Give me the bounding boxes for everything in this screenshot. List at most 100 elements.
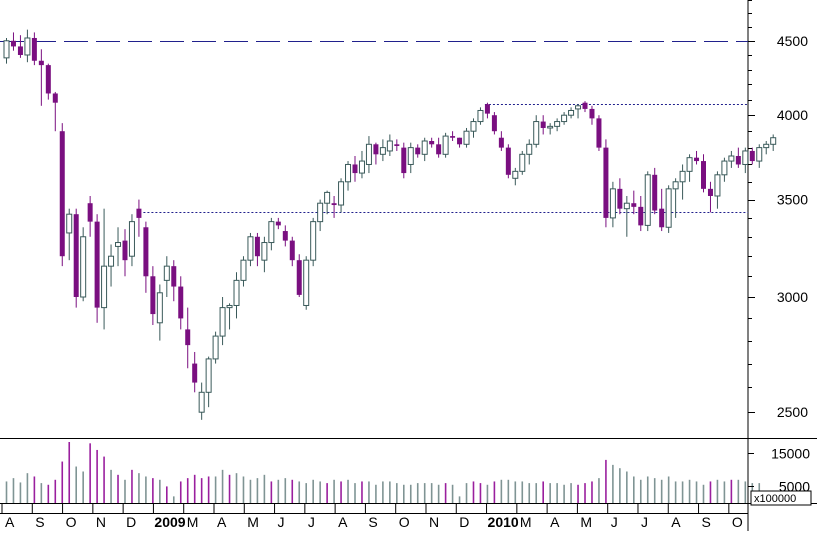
candle-body-down: [87, 203, 93, 222]
candle-body-down: [491, 115, 497, 132]
month-label: J: [308, 514, 315, 530]
candle-body-up: [442, 135, 449, 155]
candle: [770, 134, 777, 151]
candle-body-down: [596, 118, 602, 148]
candle-body-up: [240, 259, 247, 281]
candle-body-up: [554, 121, 561, 127]
candle-body-up: [345, 163, 352, 183]
candle: [617, 178, 623, 215]
candle-body-up: [665, 188, 672, 228]
candle-body-down: [540, 121, 546, 128]
month-label: O: [66, 514, 77, 530]
candle: [540, 115, 546, 135]
candle-body-down: [296, 260, 302, 295]
candle: [401, 142, 407, 179]
candle: [505, 144, 511, 179]
candle-body-up: [386, 140, 393, 152]
candle: [519, 150, 526, 175]
candle: [80, 227, 87, 302]
candle: [609, 181, 616, 228]
candle: [275, 217, 281, 230]
candle: [429, 137, 435, 148]
candle-body-up: [324, 191, 331, 204]
candle: [568, 107, 575, 119]
candle-body-up: [756, 147, 763, 162]
candle: [714, 171, 721, 209]
candle: [233, 272, 240, 319]
candle: [358, 150, 365, 179]
candle: [701, 154, 706, 193]
candle: [554, 118, 561, 132]
candle: [87, 195, 93, 237]
candle-body-up: [226, 304, 233, 309]
candle: [163, 256, 170, 297]
candle-body-up: [679, 170, 686, 183]
price-axis: 4500 4000 3500 3000 2500: [748, 0, 808, 439]
candle: [477, 107, 484, 125]
candle-body-down: [498, 137, 504, 148]
candle-body-down: [735, 155, 741, 165]
candle-body-up: [3, 40, 10, 59]
candle: [338, 178, 345, 213]
candle: [379, 139, 386, 162]
candle-body-up: [219, 307, 226, 337]
candle-body-up: [198, 391, 205, 413]
candle-body-down: [122, 240, 128, 261]
candle-body-up: [247, 236, 254, 261]
candle: [463, 127, 470, 148]
candle-body-up: [80, 236, 87, 298]
candle-body-up: [66, 213, 73, 234]
candle: [533, 115, 540, 148]
candle: [763, 141, 770, 155]
month-label: M: [520, 514, 532, 530]
month-label: M: [580, 514, 592, 530]
candle-body-down: [429, 141, 435, 145]
candle: [526, 139, 533, 165]
candle: [575, 104, 582, 119]
candle-body-down: [659, 208, 665, 228]
candle: [665, 185, 672, 233]
candle-body-down: [505, 147, 511, 175]
candle-body-down: [289, 240, 295, 261]
candle: [310, 217, 317, 267]
candle: [512, 167, 519, 186]
candle: [742, 147, 749, 174]
candle-body-down: [254, 236, 260, 257]
candle-body-up: [728, 155, 735, 162]
candle-body-down: [331, 203, 337, 206]
candle: [345, 161, 352, 191]
candle-body-down: [73, 214, 79, 297]
candle-body-down: [150, 276, 156, 315]
candle: [254, 232, 260, 267]
candle: [498, 131, 504, 151]
candle-body-up: [519, 153, 526, 172]
candle-body-up: [358, 160, 365, 174]
candle: [73, 208, 79, 308]
candle-body-down: [373, 144, 379, 155]
candle-body-up: [108, 255, 115, 267]
candle: [373, 142, 379, 165]
candle: [31, 32, 37, 66]
candle-body-down: [17, 46, 23, 55]
candle: [66, 208, 73, 261]
candle: [261, 236, 268, 273]
candle-body-up: [644, 174, 651, 226]
candle-body-up: [421, 140, 428, 155]
candle: [631, 190, 637, 215]
candle-body-down: [94, 221, 100, 308]
candle-body-up: [575, 105, 582, 110]
candle-body-up: [303, 259, 310, 306]
candle: [331, 195, 337, 218]
candle: [728, 150, 735, 168]
candle: [296, 254, 302, 297]
candle: [589, 105, 595, 125]
candle: [38, 49, 44, 106]
candle-body-up: [268, 221, 275, 244]
price-tick-label: 4000: [777, 107, 808, 123]
candle-body-down: [652, 174, 658, 211]
candle: [547, 123, 554, 135]
month-label: J: [611, 514, 618, 530]
candle: [596, 115, 602, 151]
candle-body-down: [38, 60, 44, 66]
